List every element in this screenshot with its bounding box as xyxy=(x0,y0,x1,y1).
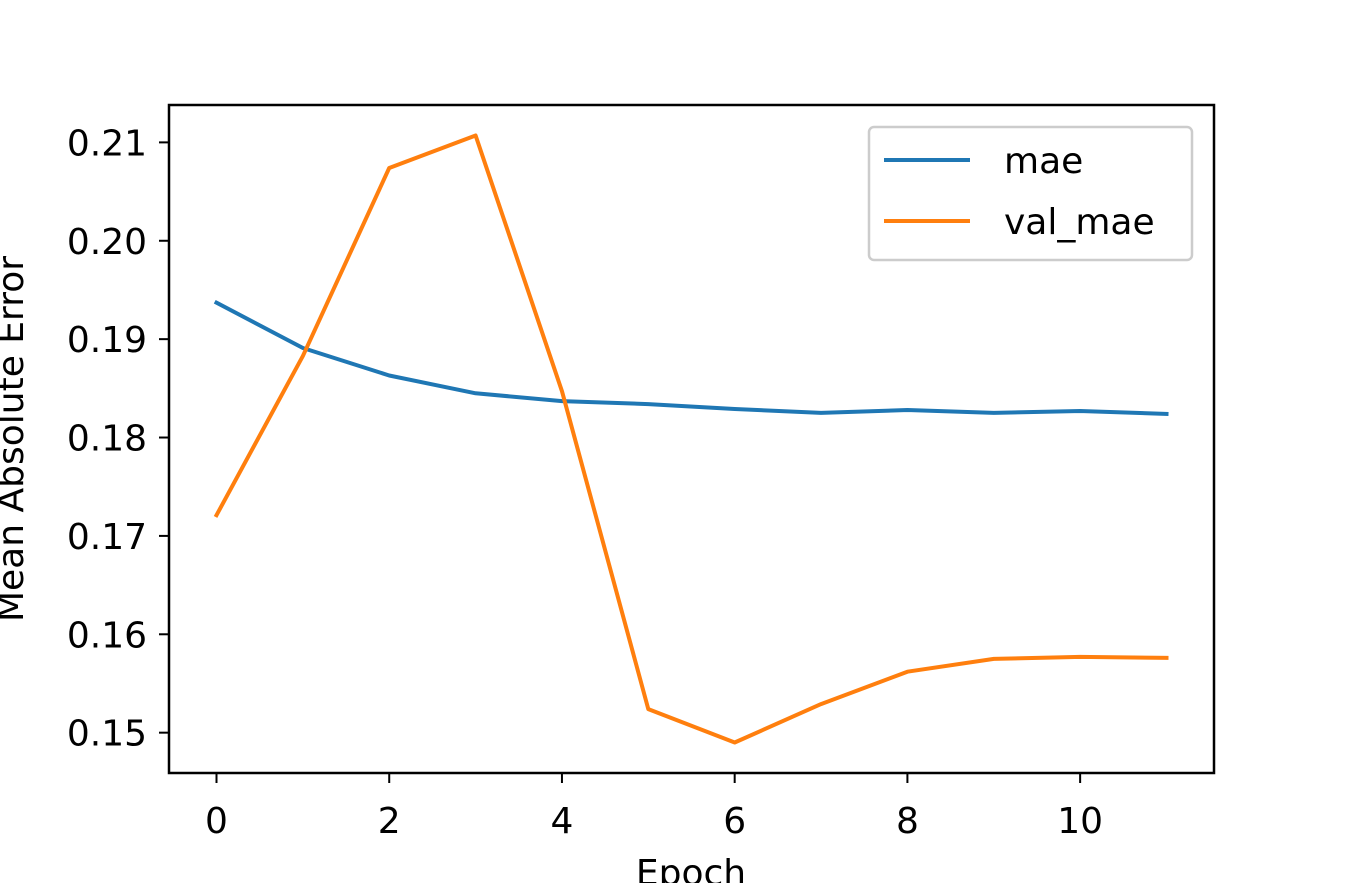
y-tick-label: 0.15 xyxy=(67,714,147,755)
x-tick-label: 2 xyxy=(378,801,401,842)
y-tick-label: 0.19 xyxy=(67,320,147,361)
y-tick-label: 0.17 xyxy=(67,517,147,558)
x-axis-ticks: 0 2 4 6 8 10 xyxy=(205,773,1103,842)
series-line-val-mae xyxy=(213,133,1169,745)
y-axis-title: Mean Absolute Error xyxy=(0,256,32,622)
series-line-mae xyxy=(213,300,1169,416)
x-tick-label: 4 xyxy=(551,801,574,842)
y-tick-label: 0.20 xyxy=(67,222,147,263)
x-tick-label: 8 xyxy=(896,801,919,842)
series-layer xyxy=(213,133,1169,745)
plot-frame xyxy=(167,103,1216,775)
legend-label: val_mae xyxy=(1004,202,1155,243)
legend-label: mae xyxy=(1004,141,1083,182)
y-axis-ticks: 0.15 0.16 0.17 0.18 0.19 0.20 0.21 xyxy=(67,123,169,755)
x-axis-title: Epoch xyxy=(636,853,746,883)
x-tick-label: 0 xyxy=(205,801,228,842)
y-tick-label: 0.18 xyxy=(67,419,147,460)
x-tick-label: 6 xyxy=(723,801,746,842)
legend: mae val_mae xyxy=(867,125,1194,262)
y-tick-label: 0.16 xyxy=(67,615,147,656)
x-tick-label: 10 xyxy=(1057,801,1103,842)
y-tick-label: 0.21 xyxy=(67,123,147,164)
